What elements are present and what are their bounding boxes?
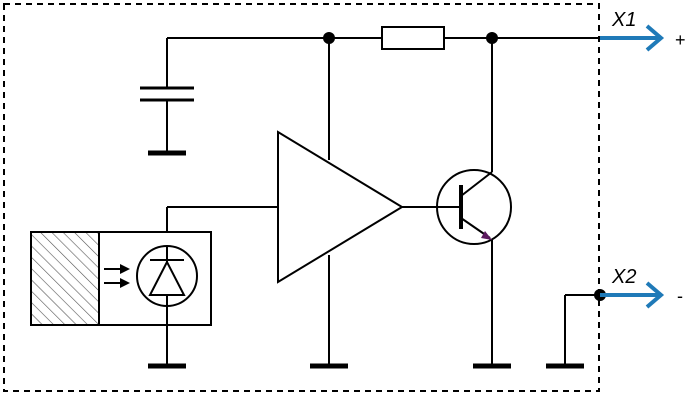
photodiode-icon <box>136 245 198 307</box>
x2-label: X2 <box>611 266 636 288</box>
resistor-symbol <box>381 26 445 50</box>
x2-sign: - <box>677 286 683 306</box>
x1-sign: + <box>675 30 686 50</box>
npn-transistor-icon <box>436 169 512 245</box>
capacitor-symbol <box>140 38 194 156</box>
light-arrows-icon <box>104 264 130 288</box>
amplifier-triangle-icon <box>277 130 404 284</box>
enclosure-border <box>3 3 600 392</box>
x1-output-arrow-icon <box>600 24 665 52</box>
x2-output-arrow-icon <box>600 281 665 309</box>
x1-label: X1 <box>611 9 636 31</box>
light-source-hatched-block <box>30 231 100 326</box>
